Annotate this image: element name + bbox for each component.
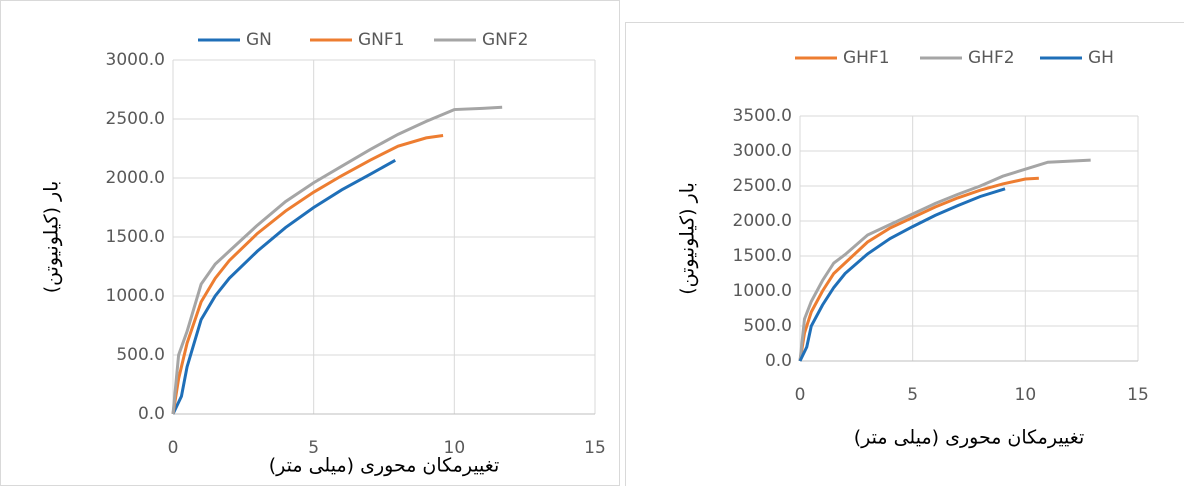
y-axis-label: بار (کیلونیوتن) [41,181,63,294]
x-tick-label: 10 [1015,385,1037,405]
chart-frame [625,22,1184,486]
y-axis-label: بار (کیلونیوتن) [677,182,699,295]
x-axis-label: تغییرمکان محوری (میلی متر) [269,455,500,477]
y-tick-label: 1000.0 [733,281,792,301]
y-tick-label: 0.0 [138,404,165,424]
x-tick-label: 15 [1127,385,1149,405]
y-tick-label: 500.0 [743,316,792,336]
x-tick-label: 0 [168,438,179,458]
series-line [798,187,1006,362]
x-tick-label: 5 [907,385,918,405]
x-tick-label: 0 [795,385,806,405]
legend-label: GHF2 [968,48,1015,68]
y-tick-label: 3500.0 [733,106,792,126]
series-line [798,176,1039,362]
legend-label: GNF1 [358,30,404,50]
y-tick-label: 1000.0 [106,286,165,306]
y-tick-label: 3000.0 [733,141,792,161]
y-tick-label: 1500.0 [106,227,165,247]
y-tick-label: 2500.0 [106,109,165,129]
y-tick-label: 2500.0 [733,176,792,196]
y-tick-label: 0.0 [765,351,792,371]
x-axis-label: تغییرمکان محوری (میلی متر) [854,427,1085,449]
series-line [171,134,444,415]
y-tick-label: 3000.0 [106,50,165,70]
x-tick-label: 15 [584,438,606,458]
series-line [171,158,396,415]
chart-frame [0,0,620,486]
x-tick-label: 10 [444,438,466,458]
y-tick-label: 2000.0 [106,168,165,188]
legend-label: GNF2 [482,30,528,50]
x-tick-label: 5 [308,438,319,458]
y-tick-label: 500.0 [116,345,165,365]
legend-label: GN [246,30,272,50]
legend-label: GHF1 [843,48,890,68]
legend-label: GH [1088,48,1114,68]
series-line [798,158,1091,362]
y-tick-label: 2000.0 [733,211,792,231]
series-line [171,105,503,415]
y-tick-label: 1500.0 [733,246,792,266]
